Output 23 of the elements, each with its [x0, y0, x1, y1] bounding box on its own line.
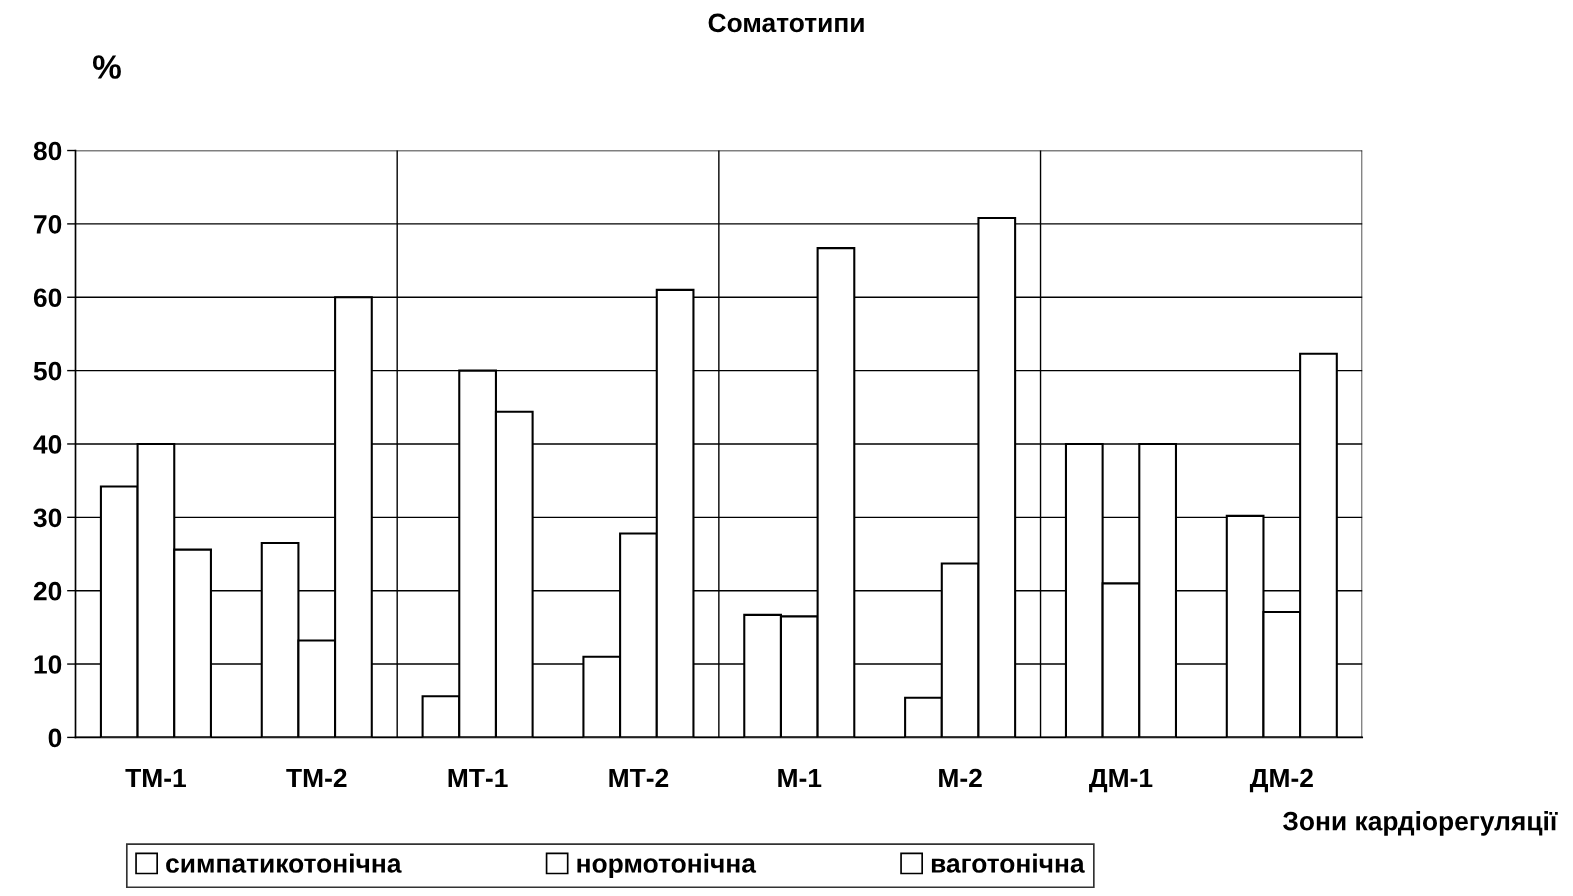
x-tick-label: ТМ-1	[125, 768, 186, 788]
legend-label: ваготонічна	[931, 853, 1085, 873]
x-tick-label: ДМ-1	[1089, 768, 1153, 793]
y-tick-label: 0	[48, 728, 62, 748]
y-tick-label: 20	[33, 581, 62, 601]
x-tick-label: ДМ-2	[1249, 768, 1313, 793]
x-axis-title: Зони кардіорегуляції	[1282, 811, 1558, 836]
y-tick-label: 70	[34, 215, 62, 234]
x-tick-label: МТ-2	[609, 768, 669, 788]
y-tick-label: 50	[33, 361, 62, 381]
legend-label: симпатикотонічна	[166, 853, 402, 873]
x-tick-label: М-1	[778, 768, 822, 788]
x-tick-label: М-2	[939, 768, 982, 788]
y-tick-label: 80	[33, 141, 62, 161]
chart-title: Соматотипи	[708, 13, 864, 33]
y-tick-label: 40	[33, 435, 62, 454]
x-tick-label: ТМ-2	[286, 768, 347, 788]
x-tick-label: МТ-1	[448, 768, 508, 788]
y-axis-title: %	[92, 55, 121, 79]
y-tick-label: 10	[34, 655, 62, 674]
legend-label: нормотонічна	[577, 853, 757, 879]
y-tick-label: 30	[33, 508, 62, 528]
y-tick-label: 60	[33, 288, 62, 308]
